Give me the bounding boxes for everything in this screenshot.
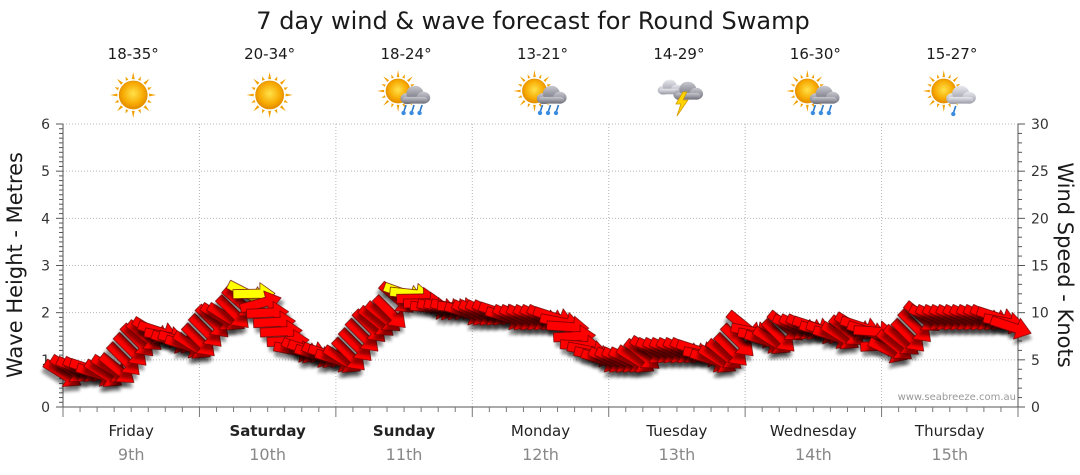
day-label: Thursday [914, 422, 985, 440]
left-tick-label: 4 [41, 211, 50, 227]
day-label: Wednesday [770, 422, 857, 440]
temperature-range: 20-34° [244, 45, 295, 63]
thunderstorm-icon [657, 79, 704, 117]
day-label: Monday [511, 422, 570, 440]
day-label: Sunday [373, 422, 436, 440]
day-label: Friday [108, 422, 154, 440]
temperature-range: 15-27° [926, 45, 977, 63]
cloud-shape [536, 85, 567, 105]
date-label: 11th [386, 445, 423, 464]
sun-rain-icon [377, 70, 431, 116]
date-label: 15th [931, 445, 968, 464]
credit-label: www.seabreeze.com.au [898, 392, 1016, 403]
date-label: 13th [659, 445, 696, 464]
right-tick-label: 15 [1031, 259, 1049, 275]
rain-drops [810, 104, 833, 116]
chart-axes: 0 1 2 3 4 5 6 0 5 10 15 20 25 30 [41, 117, 1049, 417]
temperature-range: 16-30° [790, 45, 841, 63]
left-tick-label: 1 [41, 353, 50, 369]
rain-drops [537, 104, 560, 116]
sun-rays [246, 72, 293, 118]
day-forecast-header: 18-35° 20-34° 18-24° 13-21° 14-29° 16-30° 15-2… [108, 45, 977, 118]
left-axis-title: Wave Height - Metres [3, 152, 27, 378]
cloud-shape [657, 79, 683, 95]
day-label: Saturday [229, 422, 306, 440]
wind-arrow [719, 322, 754, 357]
day-labels: Friday 9th Saturday 10th Sunday 11th Monday 12t… [108, 422, 984, 464]
temperature-range: 18-24° [381, 45, 432, 63]
rain-drops [401, 104, 423, 116]
wind-arrows [42, 279, 1032, 387]
cloud-shape [809, 85, 840, 105]
right-tick-label: 10 [1031, 306, 1049, 322]
chart-title: 7 day wind & wave forecast for Round Swa… [256, 7, 809, 35]
day-label: Tuesday [645, 422, 707, 440]
left-tick-label: 2 [41, 306, 50, 322]
right-tick-label: 5 [1031, 353, 1040, 369]
sun-showers-icon [922, 70, 976, 117]
sunny-icon [246, 72, 293, 118]
date-label: 9th [118, 445, 145, 464]
lightning-bolt [675, 91, 689, 117]
wind-arrow [372, 294, 406, 328]
left-tick-label: 6 [41, 117, 50, 133]
cloud-shape [400, 85, 431, 105]
left-tick-label: 5 [41, 164, 50, 180]
right-tick-label: 25 [1031, 164, 1049, 180]
right-axis-title: Wind Speed - Knots [1053, 162, 1077, 367]
temperature-range: 18-35° [108, 45, 159, 63]
right-tick-label: 30 [1031, 117, 1049, 133]
date-label: 10th [249, 445, 286, 464]
sun-rain-icon [513, 70, 567, 116]
date-label: 14th [795, 445, 832, 464]
chart-grid [63, 123, 1018, 407]
temperature-range: 14-29° [653, 45, 704, 63]
temperature-range: 13-21° [517, 45, 568, 63]
cloud-shape [946, 85, 976, 105]
wind-arrow [989, 315, 1032, 340]
right-tick-label: 0 [1031, 400, 1040, 416]
left-tick-label: 0 [41, 400, 50, 416]
sunny-icon [110, 72, 157, 118]
cloud-shape [673, 81, 704, 101]
left-tick-label: 3 [41, 259, 50, 275]
right-tick-label: 20 [1031, 211, 1049, 227]
sun-rays [110, 72, 157, 118]
sun-rays [786, 70, 829, 112]
sun-rain-icon [786, 70, 840, 116]
date-label: 12th [522, 445, 559, 464]
rain-drops [951, 105, 957, 117]
